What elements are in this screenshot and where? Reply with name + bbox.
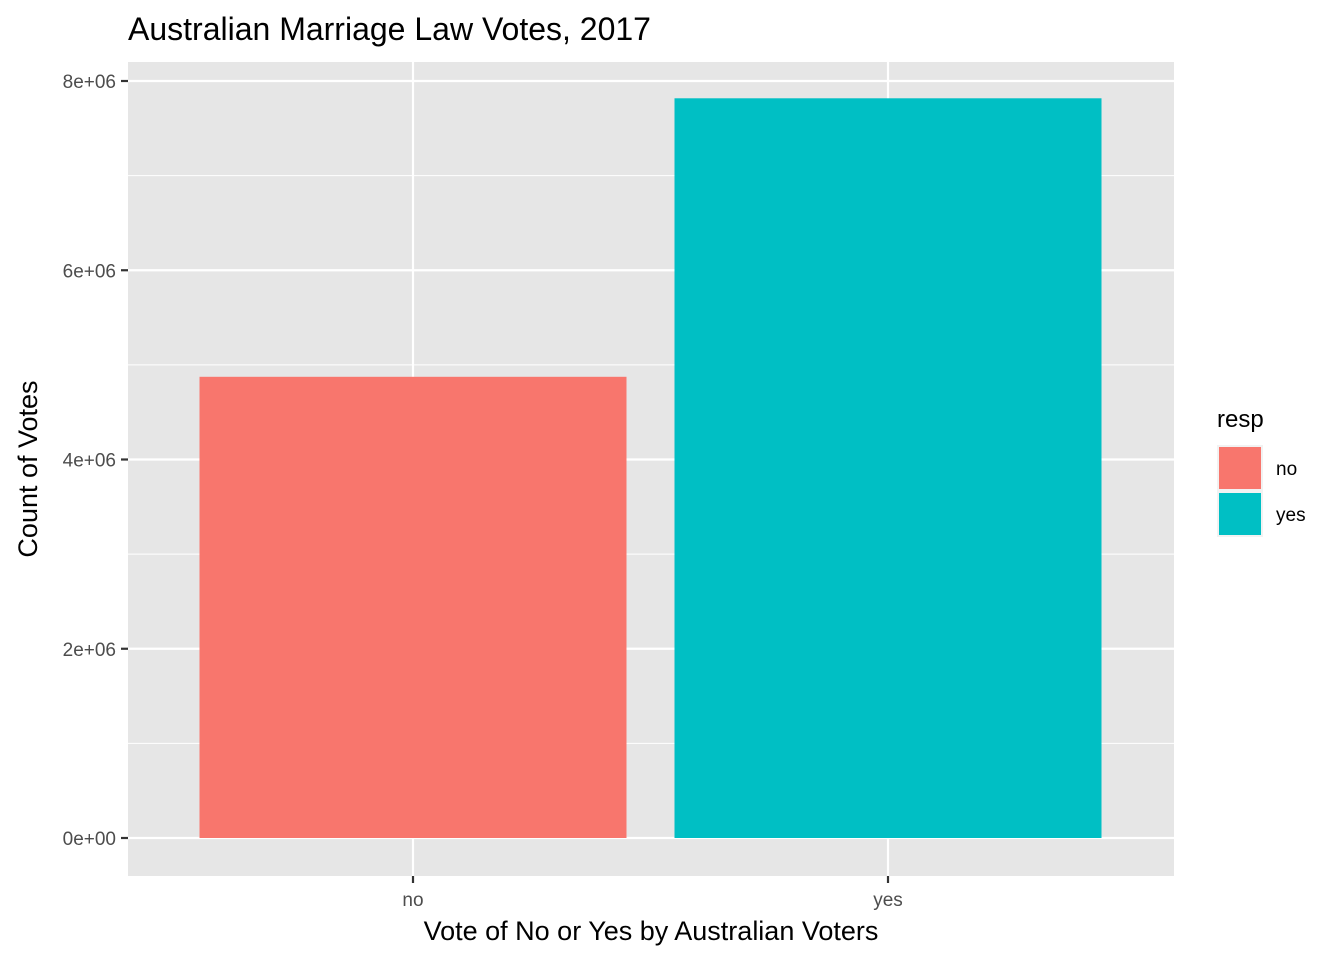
legend-swatch-no <box>1219 447 1261 489</box>
legend-title: resp <box>1217 406 1264 433</box>
y-axis-title: Count of Votes <box>13 380 43 557</box>
x-axis: no yes <box>402 876 903 911</box>
legend-label-no: no <box>1276 459 1297 480</box>
chart-title: Australian Marriage Law Votes, 2017 <box>128 11 651 47</box>
x-axis-title: Vote of No or Yes by Australian Voters <box>424 916 879 946</box>
legend: resp no yes <box>1217 406 1306 537</box>
legend-keys: no yes <box>1217 445 1306 537</box>
legend-swatch-yes <box>1219 493 1261 535</box>
y-axis: 0e+00 2e+06 4e+06 6e+06 8e+06 <box>63 72 128 850</box>
x-tick-label: no <box>402 890 423 911</box>
x-tick-label: yes <box>873 890 903 911</box>
y-tick-label: 8e+06 <box>63 72 116 93</box>
bar-yes <box>674 98 1102 839</box>
y-tick-label: 2e+06 <box>63 640 116 661</box>
y-tick-label: 4e+06 <box>63 451 116 472</box>
y-tick-label: 6e+06 <box>63 261 116 282</box>
legend-label-yes: yes <box>1276 505 1306 526</box>
bars <box>199 98 1102 839</box>
y-tick-label: 0e+00 <box>63 829 116 850</box>
bar-no <box>199 376 627 838</box>
